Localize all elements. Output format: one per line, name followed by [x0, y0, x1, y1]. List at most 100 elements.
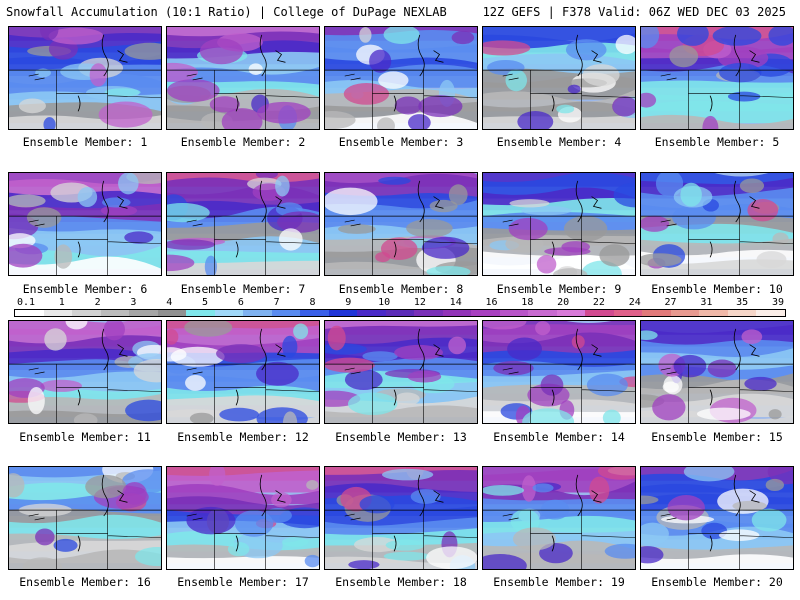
colorbar-swatches — [14, 309, 786, 317]
colorbar-swatch — [528, 310, 557, 316]
member-map-panel — [166, 172, 320, 276]
colorbar-swatch — [300, 310, 329, 316]
colorbar-label: 22 — [592, 297, 605, 308]
member-map-panel — [8, 466, 162, 570]
colorbar-swatch — [357, 310, 386, 316]
snowfall-map — [483, 173, 635, 275]
member-map-panel — [640, 172, 794, 276]
snowfall-map — [9, 467, 161, 569]
colorbar-swatch — [186, 310, 215, 316]
snowfall-map — [9, 173, 161, 275]
snowfall-map — [325, 321, 477, 423]
colorbar-label: 24 — [628, 297, 641, 308]
colorbar-swatch — [442, 310, 472, 316]
member-map-panel — [324, 320, 478, 424]
colorbar-label: 4 — [166, 297, 173, 308]
colorbar-swatch — [328, 310, 358, 316]
member-map-panel — [8, 320, 162, 424]
member-caption: Ensemble Member: 20 — [651, 575, 783, 589]
member-map-panel — [8, 26, 162, 130]
colorbar-swatch — [670, 310, 700, 316]
colorbar-label: 2 — [94, 297, 101, 308]
colorbar-swatch — [100, 310, 130, 316]
colorbar-label: 3 — [130, 297, 137, 308]
snowfall-map — [641, 27, 793, 129]
colorbar-swatch — [385, 310, 415, 316]
colorbar-label: 27 — [664, 297, 677, 308]
member-caption: Ensemble Member: 16 — [19, 575, 151, 589]
member-map-panel — [640, 26, 794, 130]
colorbar-label: 12 — [413, 297, 426, 308]
colorbar-swatch — [642, 310, 671, 316]
member-caption: Ensemble Member: 1 — [22, 135, 148, 149]
colorbar-swatch — [727, 310, 757, 316]
colorbar-label: 16 — [485, 297, 498, 308]
colorbar-label: 1 — [58, 297, 65, 308]
colorbar-label: 31 — [700, 297, 713, 308]
member-caption: Ensemble Member: 15 — [651, 430, 783, 444]
member-caption: Ensemble Member: 2 — [180, 135, 306, 149]
snowfall-map — [325, 173, 477, 275]
snowfall-map — [9, 27, 161, 129]
snowfall-map — [641, 467, 793, 569]
member-caption: Ensemble Member: 14 — [493, 430, 625, 444]
snowfall-map — [167, 467, 319, 569]
member-caption: Ensemble Member: 17 — [177, 575, 309, 589]
colorbar-label: 20 — [557, 297, 570, 308]
colorbar-swatch — [556, 310, 586, 316]
member-caption: Ensemble Member: 5 — [654, 135, 780, 149]
snowfall-map — [641, 173, 793, 275]
member-caption: Ensemble Member: 6 — [22, 282, 148, 296]
colorbar-swatch — [613, 310, 643, 316]
member-caption: Ensemble Member: 11 — [19, 430, 151, 444]
member-map-panel — [166, 26, 320, 130]
member-map-panel — [324, 172, 478, 276]
snowfall-map — [325, 27, 477, 129]
colorbar-label: 6 — [237, 297, 244, 308]
colorbar-label: 5 — [202, 297, 209, 308]
colorbar-swatch — [471, 310, 500, 316]
snowfall-map — [167, 173, 319, 275]
snowfall-map — [483, 27, 635, 129]
colorbar-swatch — [414, 310, 443, 316]
colorbar-swatch — [585, 310, 614, 316]
colorbar-label: 18 — [521, 297, 534, 308]
colorbar-swatch — [43, 310, 73, 316]
snowfall-map — [167, 321, 319, 423]
member-caption: Ensemble Member: 9 — [496, 282, 622, 296]
member-caption: Ensemble Member: 10 — [651, 282, 783, 296]
colorbar-swatch — [15, 310, 44, 316]
member-caption: Ensemble Member: 4 — [496, 135, 622, 149]
member-map-panel — [166, 320, 320, 424]
member-map-panel — [482, 26, 636, 130]
colorbar-label: 9 — [345, 297, 352, 308]
member-caption: Ensemble Member: 18 — [335, 575, 467, 589]
member-map-panel — [166, 466, 320, 570]
snowfall-map — [325, 467, 477, 569]
colorbar-label: 35 — [736, 297, 749, 308]
colorbar-swatch — [271, 310, 301, 316]
member-map-panel — [324, 26, 478, 130]
snowfall-map — [483, 321, 635, 423]
snowfall-map — [167, 27, 319, 129]
colorbar-swatch — [756, 310, 785, 316]
member-map-panel — [482, 466, 636, 570]
colorbar-label: 8 — [309, 297, 316, 308]
header: Snowfall Accumulation (10:1 Ratio) | Col… — [0, 0, 800, 24]
member-caption: Ensemble Member: 8 — [338, 282, 464, 296]
colorbar-swatch — [499, 310, 529, 316]
colorbar-swatch — [129, 310, 158, 316]
run-info: 12Z GEFS | F378 Valid: 06Z WED DEC 03 20… — [482, 5, 786, 19]
member-map-panel — [324, 466, 478, 570]
colorbar-label: 0.1 — [16, 297, 36, 308]
colorbar-labels: 0.1 1 2 3 4 5 6 7 8 9 10 12 14 16 18 20 22 24 27 31 35 39 — [14, 297, 786, 308]
colorbar-swatch — [214, 310, 244, 316]
member-map-panel — [640, 320, 794, 424]
colorbar-legend: 0.1 1 2 3 4 5 6 7 8 9 10 12 14 16 18 20 22 24 27 31 35 39 — [14, 297, 786, 317]
colorbar-swatch — [72, 310, 101, 316]
colorbar-label: 10 — [378, 297, 391, 308]
snowfall-map — [641, 321, 793, 423]
colorbar-label: 7 — [273, 297, 280, 308]
member-caption: Ensemble Member: 13 — [335, 430, 467, 444]
member-map-panel — [482, 172, 636, 276]
